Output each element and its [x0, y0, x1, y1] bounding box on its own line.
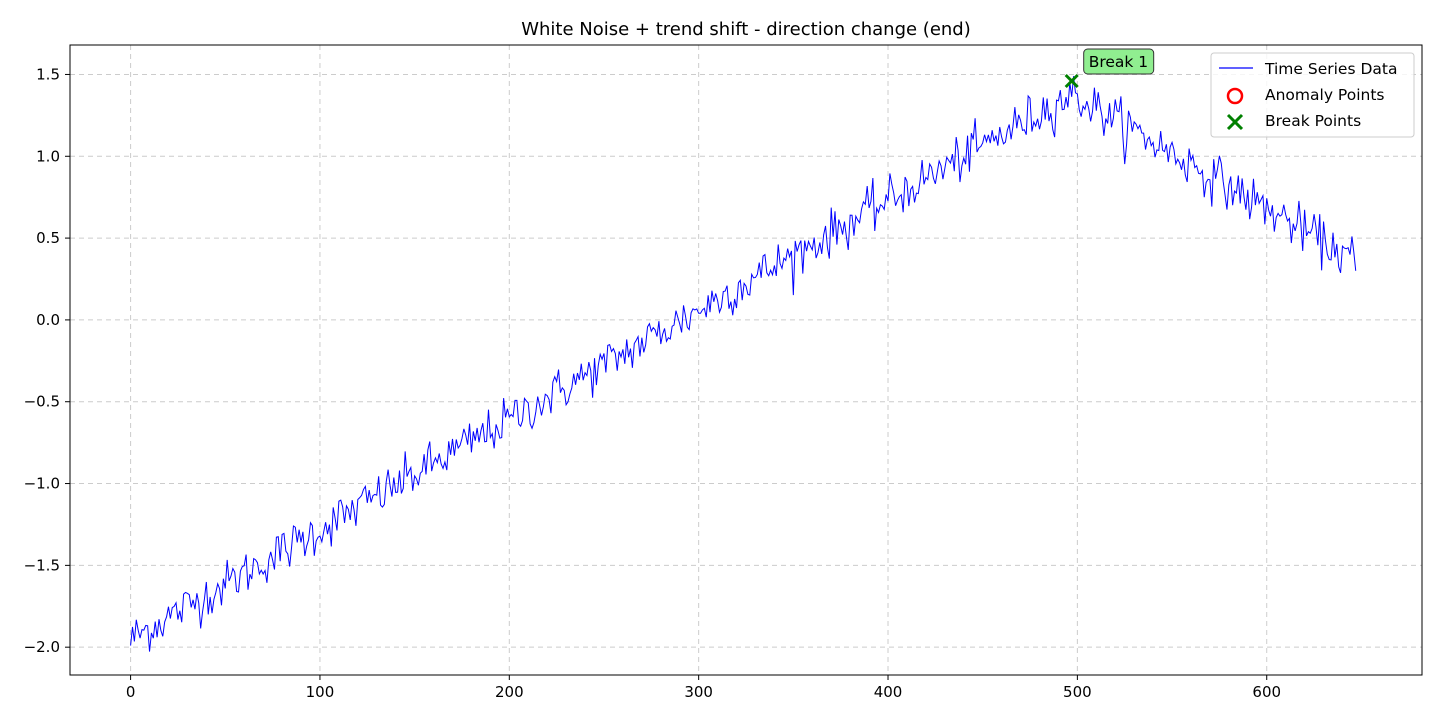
- x-tick-label: 200: [495, 683, 524, 701]
- y-tick-label: 1.0: [36, 147, 60, 165]
- x-tick-label: 400: [874, 683, 903, 701]
- x-tick-label: 600: [1252, 683, 1281, 701]
- y-tick-label: 1.5: [36, 65, 60, 83]
- legend-box: [1210, 52, 1415, 138]
- y-tick-label: −1.0: [24, 475, 60, 493]
- legend-label-series: Time Series Data: [1264, 60, 1397, 78]
- series-line-time-series-data: [130, 76, 1357, 652]
- x-tick-label: 300: [684, 683, 713, 701]
- legend-label-anomaly: Anomaly Points: [1265, 86, 1384, 104]
- break-annotation: Break 1: [1083, 48, 1155, 75]
- break-point-marker: [1064, 73, 1079, 89]
- legend-label-break: Break Points: [1265, 112, 1361, 130]
- x-tick-label: 500: [1063, 683, 1092, 701]
- legend: Time Series Data Anomaly Points Break Po…: [1210, 52, 1415, 138]
- y-tick-label: 0.0: [36, 311, 60, 329]
- y-tick-label: −1.5: [24, 556, 60, 574]
- legend-anomaly-icon: [1226, 87, 1244, 105]
- chart-title: White Noise + trend shift - direction ch…: [521, 19, 971, 40]
- marker-layer: [1064, 73, 1079, 89]
- y-tick-label: −2.0: [24, 638, 60, 656]
- series-layer: [130, 76, 1357, 652]
- break-annotation-label: Break 1: [1089, 53, 1148, 71]
- x-tick-label: 100: [306, 683, 335, 701]
- y-tick-label: −0.5: [24, 393, 60, 411]
- grid: [70, 45, 1422, 675]
- break-annotation-box: [1083, 48, 1155, 75]
- axes: 0 100 200 300 400 500 600 −2.0 −1.5 −1.0 −0.5 0.0 0.…: [24, 65, 1281, 701]
- x-tick-label: 0: [126, 683, 136, 701]
- plot-frame: [69, 44, 1423, 676]
- legend-break-icon: [1226, 113, 1244, 131]
- y-tick-label: 0.5: [36, 229, 60, 247]
